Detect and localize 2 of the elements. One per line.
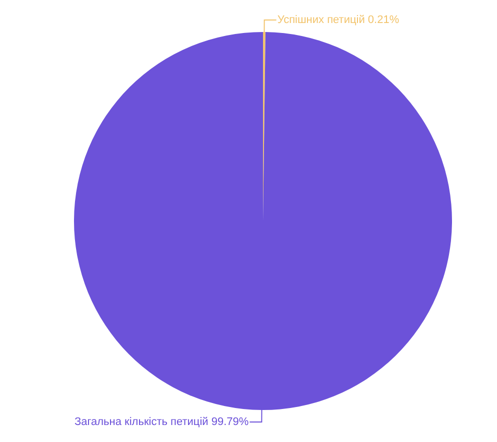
slice-label: Загальна кількість петицій 99.79%	[74, 416, 249, 428]
slice-label: Успішних петицій 0.21%	[277, 14, 400, 26]
